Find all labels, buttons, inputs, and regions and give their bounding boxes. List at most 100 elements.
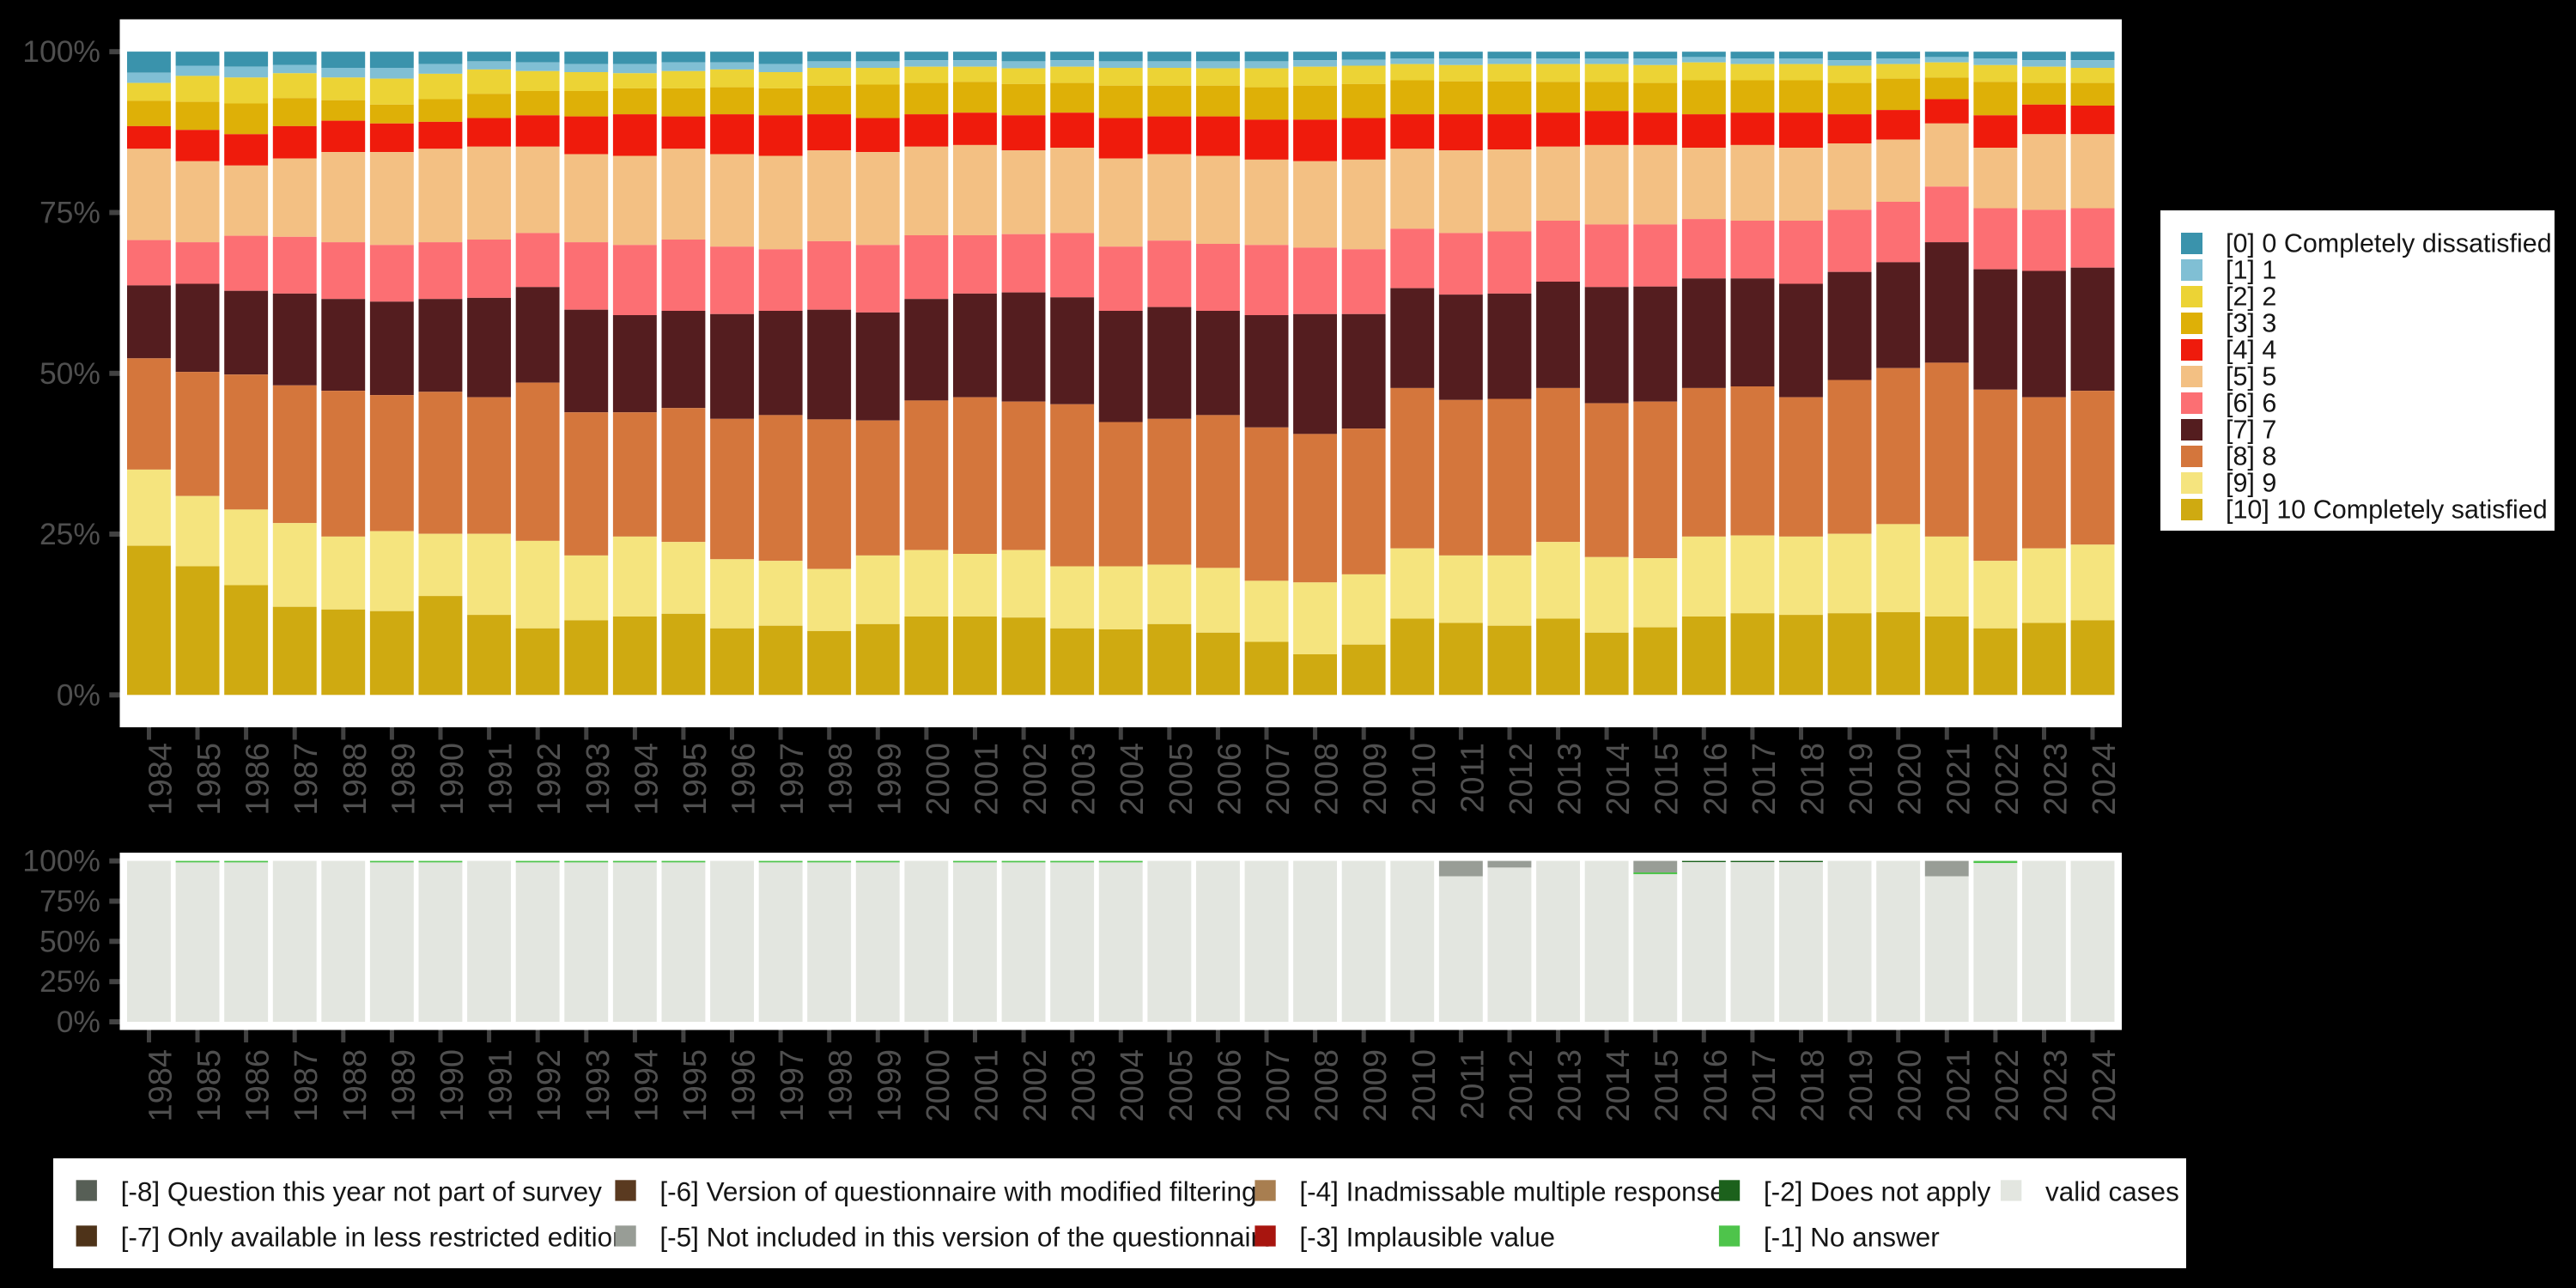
svg-text:1999: 1999 bbox=[872, 743, 908, 816]
svg-text:2022: 2022 bbox=[1990, 1049, 2026, 1122]
svg-text:1989: 1989 bbox=[386, 743, 422, 816]
svg-text:1992: 1992 bbox=[532, 743, 568, 816]
svg-text:2023: 2023 bbox=[2038, 743, 2075, 816]
svg-text:1996: 1996 bbox=[726, 1049, 762, 1122]
svg-text:1999: 1999 bbox=[872, 1049, 908, 1122]
svg-text:1993: 1993 bbox=[580, 743, 617, 816]
svg-text:2021: 2021 bbox=[1941, 1049, 1977, 1122]
svg-text:1990: 1990 bbox=[434, 743, 471, 816]
svg-text:[2] 2: [2] 2 bbox=[2226, 283, 2276, 312]
svg-text:2004: 2004 bbox=[1115, 743, 1151, 816]
svg-text:2018: 2018 bbox=[1795, 1049, 1832, 1122]
svg-text:1987: 1987 bbox=[289, 1049, 325, 1122]
svg-text:2014: 2014 bbox=[1601, 743, 1637, 816]
svg-text:2017: 2017 bbox=[1747, 743, 1783, 816]
svg-text:2008: 2008 bbox=[1309, 743, 1346, 816]
svg-text:2010: 2010 bbox=[1406, 743, 1443, 816]
svg-text:1991: 1991 bbox=[483, 1049, 519, 1122]
svg-text:2024: 2024 bbox=[2087, 1049, 2123, 1122]
svg-text:[0] 0 Completely dissatisfied: [0] 0 Completely dissatisfied bbox=[2226, 229, 2552, 258]
svg-text:2007: 2007 bbox=[1261, 1049, 1297, 1122]
svg-text:[7] 7: [7] 7 bbox=[2226, 416, 2276, 445]
svg-text:2006: 2006 bbox=[1212, 743, 1248, 816]
svg-text:1984: 1984 bbox=[143, 1049, 179, 1122]
svg-text:75%: 75% bbox=[39, 196, 100, 230]
svg-text:[-1] No answer: [-1] No answer bbox=[1764, 1222, 1940, 1253]
svg-text:2019: 2019 bbox=[1844, 1049, 1880, 1122]
svg-text:2015: 2015 bbox=[1649, 743, 1686, 816]
svg-text:2006: 2006 bbox=[1212, 1049, 1248, 1122]
svg-text:1994: 1994 bbox=[629, 743, 665, 816]
svg-text:2011: 2011 bbox=[1455, 743, 1491, 813]
svg-text:2010: 2010 bbox=[1406, 1049, 1443, 1122]
svg-text:1994: 1994 bbox=[629, 1049, 665, 1122]
svg-text:1990: 1990 bbox=[434, 1049, 471, 1122]
svg-text:2020: 2020 bbox=[1893, 1049, 1929, 1122]
svg-text:1987: 1987 bbox=[289, 743, 325, 816]
svg-text:2017: 2017 bbox=[1747, 1049, 1783, 1122]
svg-text:50%: 50% bbox=[39, 924, 100, 958]
svg-text:1989: 1989 bbox=[386, 1049, 422, 1122]
svg-text:[-3] Implausible value: [-3] Implausible value bbox=[1299, 1222, 1555, 1253]
svg-text:1997: 1997 bbox=[775, 1049, 811, 1122]
svg-text:[5] 5: [5] 5 bbox=[2226, 362, 2276, 392]
svg-text:1997: 1997 bbox=[775, 743, 811, 816]
svg-text:[-7] Only available in less re: [-7] Only available in less restricted e… bbox=[121, 1222, 628, 1253]
svg-text:2000: 2000 bbox=[920, 1049, 957, 1122]
svg-text:[9] 9: [9] 9 bbox=[2226, 469, 2276, 498]
svg-text:2002: 2002 bbox=[1018, 743, 1054, 816]
svg-text:2012: 2012 bbox=[1504, 743, 1540, 816]
svg-text:1995: 1995 bbox=[677, 1049, 714, 1122]
svg-text:1998: 1998 bbox=[823, 1049, 860, 1122]
svg-text:[-6] Version of questionnaire: [-6] Version of questionnaire with modif… bbox=[659, 1176, 1256, 1207]
svg-text:2007: 2007 bbox=[1261, 743, 1297, 816]
svg-text:2001: 2001 bbox=[969, 743, 1005, 816]
svg-text:1996: 1996 bbox=[726, 743, 762, 816]
svg-text:2020: 2020 bbox=[1893, 743, 1929, 816]
svg-text:0%: 0% bbox=[57, 1005, 100, 1039]
svg-text:[-4] Inadmissable multiple res: [-4] Inadmissable multiple response bbox=[1299, 1176, 1725, 1207]
svg-text:1992: 1992 bbox=[532, 1049, 568, 1122]
svg-text:1985: 1985 bbox=[191, 743, 228, 816]
svg-text:[10] 10 Completely satisfied: [10] 10 Completely satisfied bbox=[2226, 495, 2548, 525]
svg-text:2021: 2021 bbox=[1941, 743, 1977, 816]
svg-text:2013: 2013 bbox=[1552, 743, 1589, 816]
svg-text:0%: 0% bbox=[57, 677, 100, 712]
svg-text:2013: 2013 bbox=[1552, 1049, 1589, 1122]
svg-text:1985: 1985 bbox=[191, 1049, 228, 1122]
svg-text:[6] 6: [6] 6 bbox=[2226, 389, 2276, 418]
svg-text:2016: 2016 bbox=[1698, 743, 1734, 816]
svg-text:2022: 2022 bbox=[1990, 743, 2026, 816]
svg-text:[-2] Does not apply: [-2] Does not apply bbox=[1764, 1176, 1991, 1207]
svg-text:1991: 1991 bbox=[483, 743, 519, 816]
svg-text:2009: 2009 bbox=[1358, 743, 1394, 816]
svg-text:1995: 1995 bbox=[677, 743, 714, 816]
svg-text:2019: 2019 bbox=[1844, 743, 1880, 816]
svg-text:2008: 2008 bbox=[1309, 1049, 1346, 1122]
svg-text:2009: 2009 bbox=[1358, 1049, 1394, 1122]
svg-text:75%: 75% bbox=[39, 884, 100, 919]
svg-text:1986: 1986 bbox=[240, 743, 276, 816]
svg-text:2005: 2005 bbox=[1163, 743, 1200, 816]
svg-text:[1] 1: [1] 1 bbox=[2226, 256, 2276, 285]
svg-text:[8] 8: [8] 8 bbox=[2226, 442, 2276, 471]
svg-text:2018: 2018 bbox=[1795, 743, 1832, 816]
svg-text:2023: 2023 bbox=[2038, 1049, 2075, 1122]
svg-text:2001: 2001 bbox=[969, 1049, 1005, 1122]
svg-text:2003: 2003 bbox=[1066, 1049, 1103, 1122]
svg-text:25%: 25% bbox=[39, 517, 100, 551]
svg-text:2014: 2014 bbox=[1601, 1049, 1637, 1122]
svg-text:1988: 1988 bbox=[337, 1049, 374, 1122]
svg-text:50%: 50% bbox=[39, 356, 100, 391]
svg-text:[-8] Question this year not pa: [-8] Question this year not part of surv… bbox=[121, 1176, 603, 1207]
svg-text:2024: 2024 bbox=[2087, 743, 2123, 816]
svg-text:1986: 1986 bbox=[240, 1049, 276, 1122]
svg-text:2012: 2012 bbox=[1504, 1049, 1540, 1122]
svg-text:[4] 4: [4] 4 bbox=[2226, 336, 2276, 365]
svg-text:2011: 2011 bbox=[1455, 1049, 1491, 1120]
svg-text:2004: 2004 bbox=[1115, 1049, 1151, 1122]
svg-text:2000: 2000 bbox=[920, 743, 957, 816]
svg-text:25%: 25% bbox=[39, 964, 100, 999]
svg-text:[-5] Not included in this vers: [-5] Not included in this version of the… bbox=[659, 1222, 1274, 1253]
svg-text:2002: 2002 bbox=[1018, 1049, 1054, 1122]
